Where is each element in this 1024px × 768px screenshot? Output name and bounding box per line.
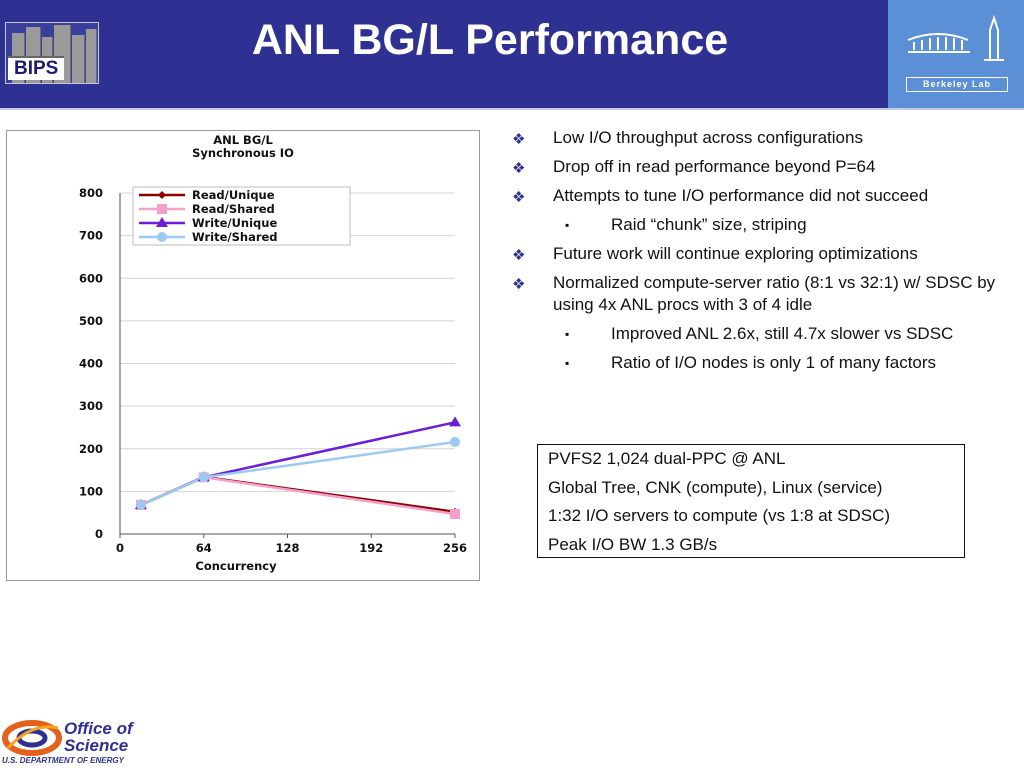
legend-label: Read/Shared [192, 202, 275, 216]
slide-header: BIPS ANL BG/L Performance Berkeley Lab [0, 0, 1024, 110]
data-point-square [157, 204, 167, 214]
office-of-science-logo: Office of Science U.S. DEPARTMENT OF ENE… [0, 716, 160, 768]
page-title: ANL BG/L Performance [251, 16, 729, 64]
bullet-text: Raid “chunk” size, striping [611, 215, 807, 234]
header-divider [0, 108, 1024, 110]
bullet-text: Low I/O throughput across configurations [553, 128, 863, 147]
bullet-item: ❖ Drop off in read performance beyond P=6… [512, 156, 1017, 178]
berkeley-lab-label: Berkeley Lab [906, 77, 1008, 92]
bullet-list: ❖ Low I/O throughput across configuration… [512, 127, 1017, 381]
info-line: Peak I/O BW 1.3 GB/s [548, 534, 718, 554]
data-point-circle [450, 436, 460, 447]
office-of-science-text: Office of Science [64, 719, 133, 755]
diamond-bullet-icon: ❖ [512, 131, 526, 148]
sub-bullet-item: ▪ Ratio of I/O nodes is only 1 of many fa… [512, 352, 1017, 374]
diamond-bullet-icon: ❖ [512, 247, 526, 264]
square-bullet-icon: ▪ [565, 356, 570, 370]
square-bullet-icon: ▪ [565, 327, 570, 341]
x-axis-title: Concurrency [195, 559, 277, 573]
bullet-text: Future work will continue exploring opti… [553, 244, 918, 263]
y-tick-label: 0 [95, 527, 103, 541]
legend-box [132, 186, 351, 246]
bullet-text: Ratio of I/O nodes is only 1 of many fac… [611, 353, 937, 372]
bips-logo: BIPS [5, 22, 99, 84]
x-tick-label: 256 [443, 541, 467, 555]
data-point-triangle [449, 416, 461, 427]
data-point-diamond [158, 191, 166, 199]
data-point-triangle [156, 217, 168, 227]
y-tick-label: 100 [79, 484, 103, 498]
data-point-circle [198, 472, 209, 483]
chart-title: ANL BG/L [213, 133, 273, 147]
bullet-text: Drop off in read performance beyond P=64 [553, 157, 876, 176]
data-point-circle [135, 500, 146, 511]
line-chart: ANL BG/L Synchronous IO Concurrency 0 100… [79, 133, 467, 573]
x-tick-label: 128 [275, 541, 299, 555]
y-tick-label: 600 [79, 271, 103, 285]
bullet-item: ❖ Future work will continue exploring opt… [512, 243, 1017, 265]
square-bullet-icon: ▪ [565, 218, 570, 232]
berkeley-lab-logo: Berkeley Lab [888, 0, 1024, 110]
bips-logo-text: BIPS [8, 56, 65, 80]
doe-department-text: U.S. DEPARTMENT OF ENERGY [2, 756, 124, 765]
sub-bullet-item: ▪ Raid “chunk” size, striping [512, 214, 1017, 236]
x-tick-label: 192 [359, 541, 383, 555]
y-tick-label: 700 [79, 229, 103, 243]
legend-label: Write/Shared [192, 230, 278, 244]
y-tick-label: 400 [79, 357, 103, 371]
sub-bullet-item: ▪ Improved ANL 2.6x, still 4.7x slower vs… [512, 323, 1017, 345]
bullet-item: ❖ Normalized compute-server ratio (8:1 vs… [512, 272, 1017, 316]
info-box: PVFS2 1,024 dual-PPC @ ANL Global Tree, C… [537, 444, 965, 558]
x-tick-label: 64 [196, 541, 212, 555]
diamond-bullet-icon: ❖ [512, 189, 526, 206]
y-tick-label: 200 [79, 442, 103, 456]
bullet-item: ❖ Low I/O throughput across configuration… [512, 127, 1017, 149]
data-point-square [450, 508, 460, 519]
series-line [140, 440, 456, 507]
berkeley-lab-emblem-icon [907, 14, 1004, 61]
chart-subtitle: Synchronous IO [192, 146, 294, 160]
diamond-bullet-icon: ❖ [512, 160, 526, 177]
bullet-item: ❖ Attempts to tune I/O performance did no… [512, 185, 1017, 207]
bullet-text: Attempts to tune I/O performance did not… [553, 186, 929, 205]
x-tick-label: 0 [116, 541, 124, 555]
info-line: PVFS2 1,024 dual-PPC @ ANL [548, 449, 786, 468]
data-point-circle [157, 232, 167, 242]
chart-panel: ANL BG/L Synchronous IO Concurrency 0 100… [6, 130, 480, 581]
diamond-bullet-icon: ❖ [512, 276, 526, 293]
info-line: 1:32 I/O servers to compute (vs 1:8 at S… [548, 506, 891, 525]
legend-label: Read/Unique [192, 188, 275, 202]
bullet-text: Normalized compute-server ratio (8:1 vs … [553, 273, 996, 314]
y-tick-label: 500 [79, 314, 103, 328]
doe-swirl-icon [2, 720, 62, 756]
legend-label: Write/Unique [192, 216, 277, 230]
y-tick-label: 300 [79, 399, 103, 413]
info-line: Global Tree, CNK (compute), Linux (servi… [548, 477, 883, 497]
bullet-text: Improved ANL 2.6x, still 4.7x slower vs … [611, 324, 954, 343]
y-tick-label: 800 [79, 186, 103, 200]
